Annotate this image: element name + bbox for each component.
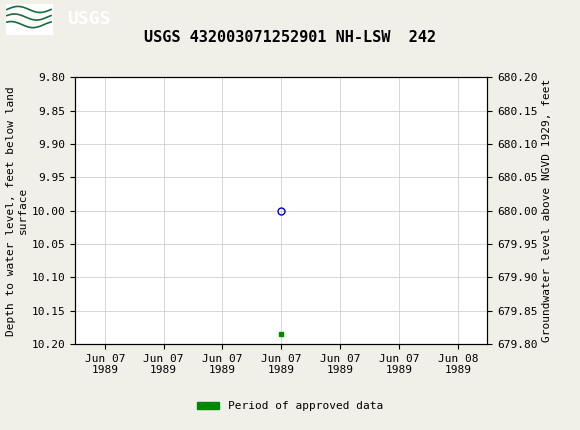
Y-axis label: Depth to water level, feet below land
surface: Depth to water level, feet below land su… — [6, 86, 28, 335]
Y-axis label: Groundwater level above NGVD 1929, feet: Groundwater level above NGVD 1929, feet — [542, 79, 552, 342]
Bar — [6, 4, 52, 34]
Text: USGS 432003071252901 NH-LSW  242: USGS 432003071252901 NH-LSW 242 — [144, 30, 436, 45]
Text: USGS: USGS — [67, 10, 110, 28]
Legend: Period of approved data: Period of approved data — [193, 397, 387, 416]
